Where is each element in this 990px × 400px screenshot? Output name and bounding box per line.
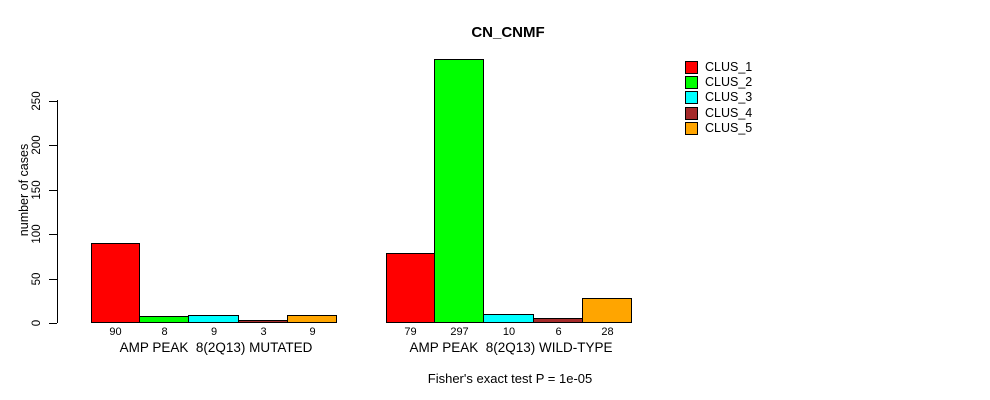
- legend-item-clus_3: CLUS_3: [685, 90, 752, 105]
- bar-value-label: 6: [555, 326, 562, 338]
- y-tick-label: 150: [31, 179, 43, 200]
- y-tick-mark: [49, 189, 57, 191]
- bar-clus_2-group2: [434, 59, 484, 323]
- bar-value-label: 3: [260, 326, 267, 338]
- legend-label: CLUS_1: [705, 60, 753, 75]
- y-tick-mark: [49, 278, 57, 280]
- y-tick-mark: [49, 145, 57, 146]
- y-tick-label: 200: [31, 135, 43, 155]
- legend-label: CLUS_3: [705, 90, 753, 105]
- legend-item-clus_2: CLUS_2: [685, 75, 752, 90]
- bar-value-label: 8: [161, 326, 168, 338]
- y-tick-label: 100: [31, 224, 43, 244]
- bar-value-label: 297: [450, 326, 469, 338]
- legend-item-clus_1: CLUS_1: [685, 60, 752, 75]
- bar-clus_4-group1: [238, 320, 288, 323]
- legend-label: CLUS_2: [705, 75, 753, 90]
- bar-clus_5-group2: [582, 298, 632, 323]
- bar-value-label: 9: [309, 326, 316, 338]
- bar-clus_3-group2: [483, 314, 534, 323]
- legend-swatch-clus_2: [685, 76, 698, 90]
- y-axis-line: [57, 100, 58, 323]
- y-tick-mark: [49, 100, 57, 102]
- legend-swatch-clus_5: [685, 121, 698, 135]
- x-category-label: AMP PEAK 8(2Q13) WILD-TYPE: [409, 340, 613, 355]
- y-tick-label: 50: [31, 272, 43, 285]
- bar-clus_5-group1: [287, 315, 337, 323]
- bar-clus_3-group1: [188, 315, 239, 323]
- fisher-test-annotation: Fisher's exact test P = 1e-05: [427, 371, 593, 386]
- y-tick-label: 250: [31, 90, 43, 111]
- legend-swatch-clus_3: [685, 91, 698, 105]
- bar-value-label: 79: [404, 326, 417, 338]
- bar-clus_1-group1: [91, 243, 140, 323]
- legend-label: CLUS_5: [705, 120, 753, 135]
- legend: CLUS_1 CLUS_2 CLUS_3 CLUS_4 CLUS_5: [685, 60, 752, 136]
- y-axis-label: number of cases: [17, 143, 31, 237]
- bar-value-label: 28: [601, 326, 614, 338]
- legend-item-clus_5: CLUS_5: [685, 121, 752, 136]
- bar-clus_4-group2: [533, 318, 583, 323]
- y-tick-mark: [49, 234, 57, 235]
- bar-clus_1-group2: [386, 253, 435, 323]
- y-tick-label: 0: [31, 319, 43, 327]
- legend-item-clus_4: CLUS_4: [685, 106, 752, 121]
- y-tick-mark: [49, 323, 57, 324]
- legend-swatch-clus_1: [685, 61, 698, 75]
- legend-label: CLUS_4: [705, 105, 753, 120]
- bar-value-label: 90: [109, 326, 122, 338]
- bar-value-label: 10: [502, 326, 516, 338]
- legend-swatch-clus_4: [685, 106, 698, 120]
- bar-value-label: 9: [210, 326, 218, 338]
- x-category-label: AMP PEAK 8(2Q13) MUTATED: [119, 340, 313, 355]
- chart-title: CN_CNMF: [471, 24, 545, 41]
- bar-clus_2-group1: [139, 316, 189, 323]
